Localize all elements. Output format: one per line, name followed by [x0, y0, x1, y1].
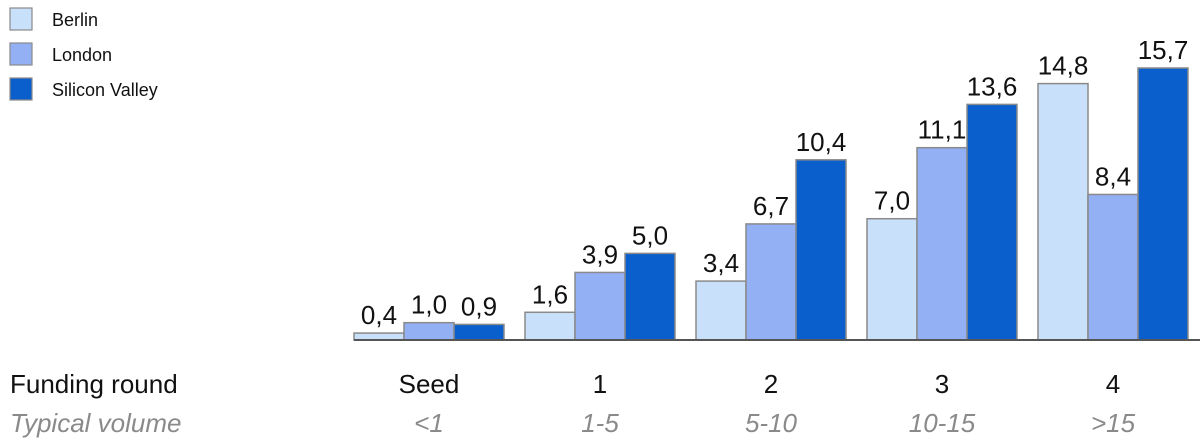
bar-berlin-1: [524, 311, 576, 341]
volume-label-2: 5-10: [745, 408, 798, 438]
volume-label-3: 10-15: [909, 408, 976, 438]
bar-london-seed: [403, 321, 455, 341]
bar-london-3: [916, 146, 968, 341]
value-label-silicon-valley-4: 15,7: [1138, 35, 1189, 65]
value-label-london-seed: 1,0: [411, 290, 447, 320]
volume-label-4: >15: [1091, 408, 1136, 438]
bar-berlin-3: [866, 217, 918, 341]
value-label-silicon-valley-2: 10,4: [796, 127, 847, 157]
category-label-1: 1: [593, 369, 607, 399]
value-label-london-1: 3,9: [582, 239, 618, 269]
bar-silicon-valley-2: [795, 159, 847, 341]
category-labels: Seed 1 2 3 4: [399, 369, 1121, 399]
typical-volume-title: Typical volume: [10, 408, 181, 438]
legend-label-berlin: Berlin: [52, 10, 98, 30]
bar-berlin-2: [695, 280, 747, 341]
value-label-berlin-3: 7,0: [874, 186, 910, 216]
volume-label-seed: <1: [414, 408, 444, 438]
bar-london-1: [574, 271, 626, 341]
bar-silicon-valley-3: [966, 103, 1018, 341]
value-label-silicon-valley-3: 13,6: [967, 71, 1018, 101]
legend-label-london: London: [52, 45, 112, 65]
funding-round-title: Funding round: [10, 369, 178, 399]
volume-labels: <1 1-5 5-10 10-15 >15: [414, 408, 1135, 438]
value-label-london-3: 11,1: [918, 115, 967, 145]
category-label-3: 3: [935, 369, 949, 399]
value-label-silicon-valley-seed: 0,9: [461, 291, 497, 321]
bars: [353, 67, 1189, 341]
legend: Berlin London Silicon Valley: [9, 7, 158, 101]
value-label-berlin-2: 3,4: [703, 248, 739, 278]
legend-swatch-london: [9, 42, 33, 66]
value-labels: 0,4 1,0 0,9 1,6 3,9 5,0 3,4 6,7 10,4 7,0 11,113,6 1…: [361, 35, 1188, 330]
category-label-2: 2: [764, 369, 778, 399]
legend-swatch-berlin: [9, 7, 33, 31]
bar-berlin-4: [1037, 82, 1089, 341]
bar-silicon-valley-seed: [453, 323, 505, 341]
bar-silicon-valley-1: [624, 252, 676, 341]
value-label-silicon-valley-1: 5,0: [632, 220, 668, 250]
value-label-berlin-seed: 0,4: [361, 300, 397, 330]
bar-london-4: [1087, 193, 1139, 341]
bar-london-2: [745, 223, 797, 341]
bar-berlin-seed: [353, 332, 405, 341]
value-label-london-2: 6,7: [753, 191, 789, 221]
value-label-berlin-1: 1,6: [532, 279, 568, 309]
legend-swatch-silicon-valley: [9, 77, 33, 101]
value-label-berlin-4: 14,8: [1038, 51, 1089, 81]
value-label-london-4: 8,4: [1095, 161, 1131, 191]
category-label-4: 4: [1106, 369, 1120, 399]
category-label-seed: Seed: [399, 369, 460, 399]
legend-label-silicon-valley: Silicon Valley: [52, 80, 158, 100]
bar-silicon-valley-4: [1137, 67, 1189, 341]
volume-label-1: 1-5: [581, 408, 619, 438]
